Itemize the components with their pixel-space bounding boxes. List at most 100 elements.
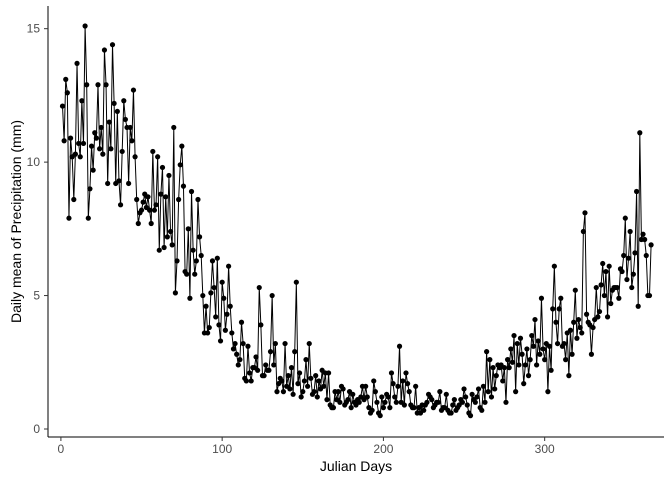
data-point <box>163 194 169 200</box>
data-point <box>488 394 495 400</box>
data-point <box>395 383 401 389</box>
data-point <box>248 378 254 384</box>
data-point <box>603 268 609 275</box>
data-point <box>600 260 606 267</box>
data-point <box>296 370 303 376</box>
data-point <box>616 295 622 301</box>
data-point <box>401 402 407 408</box>
data-point <box>285 373 291 379</box>
data-point <box>290 391 296 397</box>
data-point <box>475 386 482 392</box>
data-point <box>521 381 527 387</box>
data-point <box>253 354 259 360</box>
data-point <box>448 410 454 416</box>
data-point <box>374 399 380 405</box>
data-point <box>224 311 230 317</box>
data-point <box>72 151 79 157</box>
data-point <box>577 324 583 331</box>
data-point <box>159 164 166 171</box>
data-point <box>463 394 469 400</box>
data-point <box>379 394 385 400</box>
data-point <box>150 148 156 155</box>
data-point <box>308 375 314 381</box>
data-point <box>240 340 246 347</box>
data-point <box>604 314 611 320</box>
data-point <box>513 389 519 395</box>
data-point <box>485 389 491 395</box>
data-point <box>316 378 322 384</box>
data-point <box>64 90 70 96</box>
data-point <box>574 335 580 341</box>
data-point <box>88 143 95 149</box>
data-point <box>298 394 304 400</box>
plot-area <box>59 23 654 419</box>
data-point <box>493 373 499 379</box>
data-point <box>377 413 383 419</box>
data-point <box>330 405 337 411</box>
data-point <box>629 284 635 291</box>
data-point <box>114 108 120 115</box>
data-point <box>548 367 554 373</box>
data-point <box>135 220 141 227</box>
data-point <box>80 140 87 147</box>
data-point <box>127 124 133 131</box>
data-point <box>138 207 145 213</box>
data-point <box>569 351 575 357</box>
data-point <box>306 340 312 347</box>
data-point <box>209 258 216 264</box>
data-point <box>580 228 586 235</box>
data-point <box>180 183 187 189</box>
data-point <box>200 292 206 299</box>
data-point <box>325 370 332 376</box>
axes <box>47 6 664 438</box>
data-point <box>77 154 83 160</box>
data-point <box>269 292 275 299</box>
data-point <box>385 394 391 400</box>
data-point <box>459 399 466 405</box>
data-point <box>482 399 488 405</box>
data-point <box>451 397 457 403</box>
data-point <box>372 389 378 395</box>
y-axis-title: Daily mean of Precipitation (mm) <box>8 120 24 323</box>
data-point <box>74 60 80 66</box>
data-point <box>406 389 412 395</box>
data-point <box>116 178 122 184</box>
data-point <box>614 284 620 291</box>
data-point <box>371 378 377 384</box>
data-point <box>461 386 467 392</box>
data-point <box>287 386 293 392</box>
data-point <box>598 282 604 288</box>
data-point <box>635 303 641 309</box>
data-point <box>363 383 369 389</box>
data-point <box>288 365 295 371</box>
data-point <box>61 138 67 144</box>
data-point <box>166 172 172 179</box>
data-point <box>390 381 396 387</box>
data-point <box>167 228 174 235</box>
data-point <box>280 389 287 395</box>
data-point <box>542 357 548 363</box>
data-point <box>640 231 646 237</box>
data-point <box>506 365 512 371</box>
data-point <box>582 210 588 216</box>
data-point <box>530 343 536 349</box>
data-point <box>95 82 101 88</box>
data-point <box>92 130 98 136</box>
data-point <box>82 23 88 29</box>
data-point <box>216 322 222 328</box>
data-point <box>472 399 478 405</box>
y-tick-label: 0 <box>33 422 40 436</box>
data-point <box>151 207 158 213</box>
data-point <box>193 258 199 264</box>
data-point <box>63 76 69 82</box>
data-point <box>621 252 627 259</box>
data-point <box>464 402 470 408</box>
data-point <box>606 263 612 269</box>
data-point <box>519 351 525 357</box>
data-point <box>282 340 288 347</box>
data-point <box>421 407 427 413</box>
data-point <box>561 340 567 347</box>
x-tick-label: 100 <box>212 442 232 456</box>
data-point <box>266 367 272 373</box>
data-point <box>479 407 485 413</box>
